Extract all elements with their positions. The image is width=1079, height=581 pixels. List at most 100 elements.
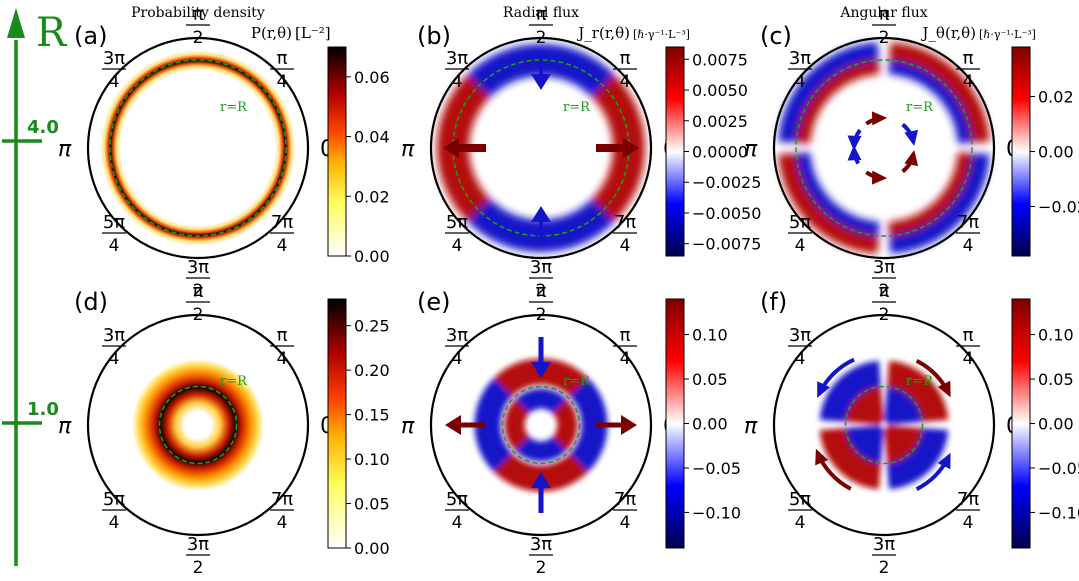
- arrow-outward-left-head: [445, 415, 461, 435]
- r-axis-tick-label: 4.0: [27, 117, 59, 138]
- angle-label-pi-2-den: 2: [536, 28, 547, 48]
- arrow-circ-bl-head: [815, 448, 829, 466]
- angle-label-5pi-4-den: 4: [452, 513, 463, 533]
- colorbar: [1011, 46, 1031, 257]
- panel-letter: (d): [74, 288, 108, 316]
- density-heatmap: [88, 315, 308, 535]
- colorbar-tick-label: 0.0050: [692, 81, 748, 100]
- flux-lobe-inner: [884, 425, 923, 464]
- arrow-inward-top-head: [531, 362, 551, 378]
- panel-e: r=R0ππ23π2π43π45π47π4(e)0.100.050.00−0.0…: [401, 281, 741, 578]
- panel-letter: (f): [760, 288, 787, 316]
- angle-label-pi: π: [401, 414, 415, 439]
- angle-label-pi-4-den: 4: [620, 72, 631, 92]
- angle-label-3pi-2-num: 3π: [530, 257, 552, 278]
- polar-frame: [429, 313, 653, 537]
- quantity-label: P(r,θ): [251, 24, 292, 42]
- angle-label-pi: π: [744, 137, 758, 162]
- angle-label-3pi-4-den: 4: [109, 349, 120, 369]
- angle-label-pi-2-num: π: [536, 281, 547, 302]
- flux-lobe-inner: [515, 388, 567, 414]
- colorbar-tick-label: −0.05: [692, 459, 741, 478]
- panel-d: r=R0ππ23π2π43π45π47π4(d)0.250.200.150.10…: [58, 281, 390, 578]
- angle-label-pi-2-num: π: [879, 281, 890, 302]
- density-heatmap: [88, 38, 308, 258]
- r-axis-arrowhead: [7, 8, 25, 38]
- angle-label-3pi-2-den: 2: [879, 281, 890, 301]
- colorbar-tick-label: 0.10: [354, 450, 390, 469]
- flux-lobe-outer: [778, 153, 879, 254]
- arrow-circ-br-head: [904, 150, 919, 167]
- colorbar-tick-label: 0.0075: [692, 50, 748, 69]
- angle-label-pi-4-num: π: [963, 48, 974, 69]
- angle-label-5pi-4-num: 5π: [103, 212, 125, 233]
- angle-label-pi-4-den: 4: [277, 349, 288, 369]
- column-title: Radial flux: [503, 5, 579, 21]
- ring-label: r=R: [220, 374, 248, 389]
- angle-label-pi-4-den: 4: [277, 72, 288, 92]
- colorbar-tick-label: −0.02: [1038, 198, 1079, 217]
- ring-label: r=R: [906, 374, 934, 389]
- ring-r-equals-R: [501, 385, 581, 465]
- colorbar-tick-label: 0.02: [1038, 88, 1074, 107]
- angle-label-5pi-4-num: 5π: [103, 489, 125, 510]
- angle-label-3pi-4-den: 4: [795, 349, 806, 369]
- flux-heatmap: [474, 358, 608, 492]
- r-axis-tick-label: 1.0: [27, 399, 59, 420]
- arrow-circ-br-head: [937, 452, 951, 470]
- colorbar-tick-label: −0.0025: [692, 173, 761, 192]
- arrow-circ-tl-head: [817, 381, 830, 398]
- flux-lobe-inner: [884, 386, 923, 425]
- colorbar-tick-label: 0.02: [354, 187, 390, 206]
- flux-heatmap: [819, 360, 949, 490]
- colorbar: [327, 46, 347, 257]
- angle-label-pi-4-den: 4: [620, 349, 631, 369]
- colorbar-tick-label: −0.05: [1038, 459, 1079, 478]
- flux-lobe-outer: [819, 428, 881, 490]
- arrow-circ-bl-head: [871, 170, 888, 185]
- flux-lobe-outer: [887, 360, 949, 422]
- ring-r-equals-R: [109, 59, 287, 237]
- colorbar-tick-label: −0.10: [1038, 503, 1079, 522]
- angle-label-7pi-4-den: 4: [963, 513, 974, 533]
- quantity-label: J_r(r,θ): [576, 24, 630, 42]
- colorbar-tick-label: 0.25: [354, 317, 390, 336]
- quantity-label: J_θ(r,θ): [920, 24, 976, 42]
- angle-label-3pi-2-num: 3π: [873, 534, 895, 555]
- flux-lobe-outer: [819, 360, 881, 422]
- angle-label-5pi-4-num: 5π: [789, 212, 811, 233]
- angle-label-3pi-2-num: 3π: [187, 534, 209, 555]
- arrow-inward-bottom-head: [531, 472, 551, 488]
- angle-label-3pi-2-den: 2: [193, 558, 204, 577]
- arrow-circ-tr-head: [937, 380, 951, 398]
- colorbar: [327, 298, 347, 549]
- angle-label-pi-4-den: 4: [963, 349, 974, 369]
- arrow-outward-left-head: [443, 138, 459, 158]
- angle-label-pi: π: [744, 414, 758, 439]
- angle-label-3pi-4-num: 3π: [103, 325, 125, 346]
- flux-lobe-outer: [887, 428, 949, 490]
- angle-label-7pi-4-num: 7π: [957, 212, 979, 233]
- angle-label-3pi-2-num: 3π: [530, 534, 552, 555]
- colorbar-tick-label: 0.05: [354, 495, 390, 514]
- colorbar-tick-label: −0.10: [692, 503, 741, 522]
- column-title: Angular flux: [839, 5, 927, 21]
- angle-label-3pi-2-den: 2: [193, 281, 204, 301]
- ring-label: r=R: [563, 100, 591, 115]
- colorbar-tick-label: 0.00: [1038, 415, 1074, 434]
- colorbar-tick-label: 0.15: [354, 406, 390, 425]
- flux-lobe-inner: [845, 425, 884, 464]
- flux-lobe-inner: [796, 60, 880, 144]
- side-axis: R 4.0 1.0: [2, 8, 68, 566]
- arrow-inward-top-head: [531, 74, 551, 90]
- flux-lobe-outer: [778, 42, 879, 143]
- angle-label-7pi-4-num: 7π: [614, 489, 636, 510]
- panel-letter: (e): [417, 288, 451, 316]
- arrow-circ-tl-head: [871, 111, 888, 126]
- colorbar: [665, 46, 685, 257]
- ring-label: r=R: [220, 100, 248, 115]
- ring-r-equals-R: [158, 385, 238, 465]
- angle-label-3pi-2-num: 3π: [187, 257, 209, 278]
